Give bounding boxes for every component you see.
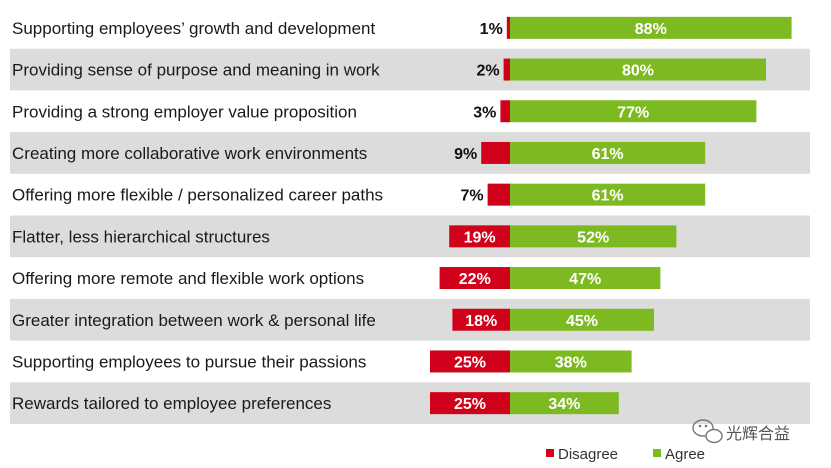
agree-bar <box>510 183 706 206</box>
agree-bar <box>510 16 792 39</box>
disagree-bar <box>430 392 510 415</box>
legend-swatch <box>653 449 661 457</box>
agree-bar <box>510 392 619 415</box>
disagree-data-label: 9% <box>454 146 477 163</box>
watermark: 光辉合益 <box>692 419 790 444</box>
legend-label: Agree <box>665 446 705 463</box>
disagree-bar <box>449 225 510 248</box>
agree-data-label: 61% <box>592 146 624 163</box>
row-stripe <box>10 298 810 341</box>
disagree-bar <box>506 16 510 39</box>
agree-data-label: 77% <box>617 104 649 121</box>
legend: Disagree Agree <box>546 446 705 463</box>
disagree-data-label: 25% <box>454 354 486 371</box>
agree-data-label: 34% <box>548 396 580 413</box>
disagree-data-label: 3% <box>473 104 496 121</box>
agree-bar <box>510 225 677 248</box>
agree-bar <box>510 350 632 373</box>
agree-data-label: 52% <box>577 229 609 246</box>
row-stripe <box>10 382 810 424</box>
legend-label: Disagree <box>558 446 618 463</box>
category-label: Flatter, less hierarchical structures <box>12 227 270 246</box>
disagree-data-label: 7% <box>460 188 483 205</box>
agree-data-label: 61% <box>592 188 624 205</box>
legend-swatch <box>546 449 554 457</box>
bar-marks <box>430 16 792 415</box>
category-label: Providing a strong employer value propos… <box>12 102 357 121</box>
category-label: Offering more flexible / personalized ca… <box>12 186 383 205</box>
category-label: Supporting employees’ growth and develop… <box>12 19 375 38</box>
category-label: Creating more collaborative work environ… <box>12 144 367 163</box>
agree-bar <box>510 267 661 290</box>
disagree-data-label: 22% <box>459 271 491 288</box>
agree-data-label: 88% <box>635 21 667 38</box>
row-stripe <box>10 215 810 258</box>
disagree-bar <box>452 308 510 331</box>
agree-bar <box>510 141 706 164</box>
disagree-bar <box>439 267 510 290</box>
category-label: Providing sense of purpose and meaning i… <box>12 61 380 80</box>
agree-bar <box>510 100 757 123</box>
disagree-bar <box>481 141 510 164</box>
agree-data-label: 80% <box>622 63 654 80</box>
disagree-data-label: 19% <box>464 229 496 246</box>
disagree-bar <box>500 100 510 123</box>
category-label: Rewards tailored to employee preferences <box>12 394 331 413</box>
disagree-bar <box>430 350 510 373</box>
disagree-data-label: 18% <box>465 313 497 330</box>
disagree-bar <box>503 58 510 81</box>
disagree-data-label: 25% <box>454 396 486 413</box>
category-label: Offering more remote and flexible work o… <box>12 269 364 288</box>
agree-data-label: 47% <box>569 271 601 288</box>
disagree-data-label: 2% <box>476 63 499 80</box>
data-labels: 1% 88% 2% 80% 3% 77% 9% 61% 7% 61% 19% 52% 22% 47% 18%… <box>454 21 667 413</box>
agree-bar <box>510 58 766 81</box>
category-label: Greater integration between work & perso… <box>12 311 376 330</box>
agree-data-label: 38% <box>555 354 587 371</box>
watermark-text: 光辉合益 <box>726 424 790 443</box>
category-label: Supporting employees to pursue their pas… <box>12 352 366 371</box>
disagree-data-label: 1% <box>480 21 503 38</box>
category-labels: Supporting employees’ growth and develop… <box>12 19 383 413</box>
agree-data-label: 45% <box>566 313 598 330</box>
disagree-bar <box>487 183 510 206</box>
agree-bar <box>510 308 654 331</box>
wechat-bubble-icon <box>692 419 723 444</box>
